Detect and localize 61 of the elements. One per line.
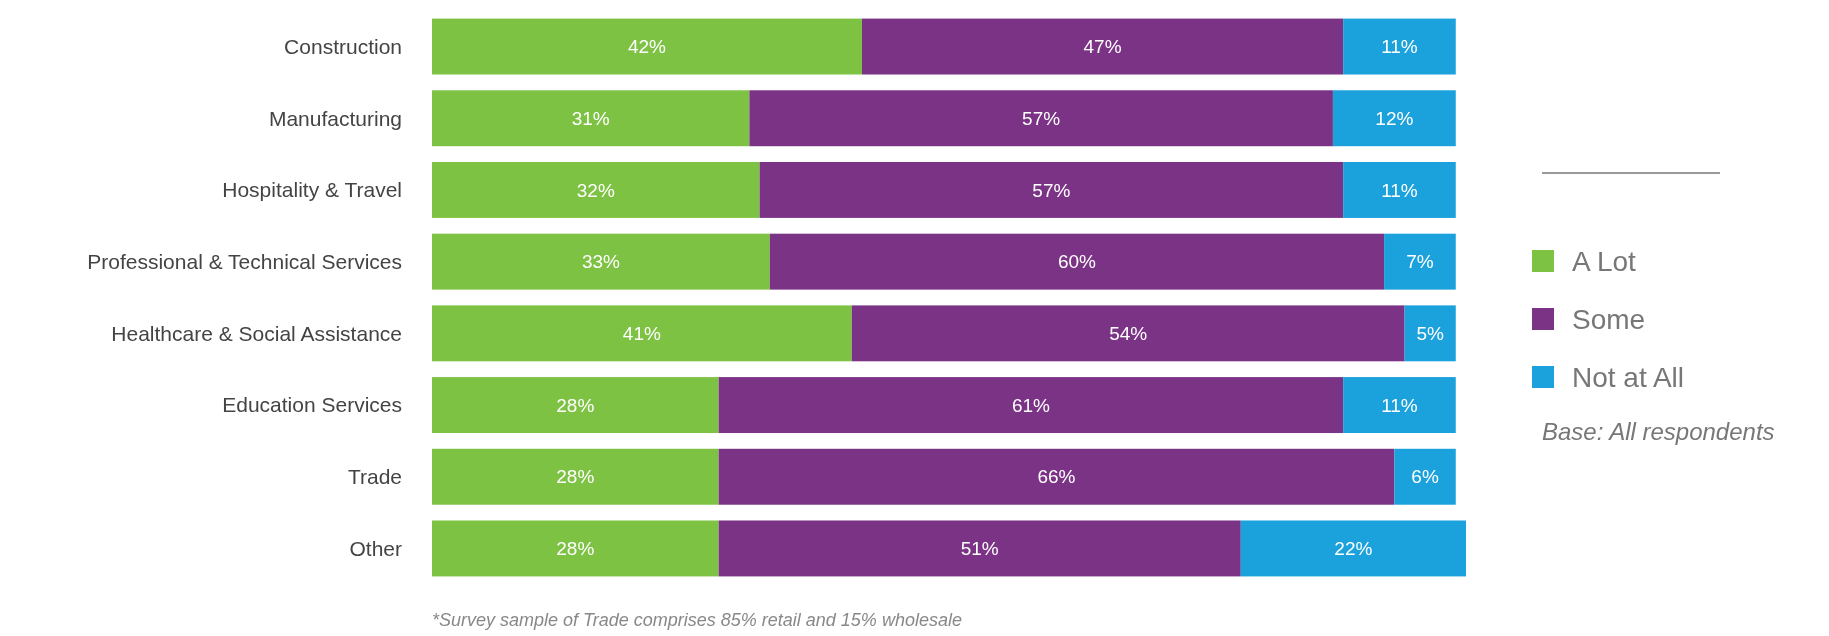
data-label: 33% bbox=[581, 251, 621, 273]
y-tick-label: Education Services bbox=[222, 393, 402, 417]
legend-label: Some bbox=[1572, 303, 1646, 335]
y-tick-label: Construction bbox=[284, 34, 402, 58]
data-label: 47% bbox=[1083, 36, 1122, 58]
data-label: 57% bbox=[1022, 107, 1061, 129]
y-tick-label: Other bbox=[349, 536, 402, 560]
data-label: 11% bbox=[1381, 179, 1418, 201]
bar bbox=[718, 377, 1344, 434]
data-label: 5% bbox=[1416, 323, 1444, 344]
bar bbox=[432, 90, 750, 147]
data-label: 32% bbox=[576, 179, 615, 201]
bar bbox=[432, 305, 852, 362]
bar bbox=[432, 161, 760, 218]
data-label: 31% bbox=[571, 107, 610, 129]
bar bbox=[1404, 305, 1456, 362]
data-label: 22% bbox=[1334, 538, 1373, 560]
bar bbox=[759, 161, 1344, 218]
data-label: 61% bbox=[1011, 394, 1051, 416]
bar bbox=[1394, 448, 1456, 505]
data-label: 7% bbox=[1406, 251, 1434, 273]
data-label: 57% bbox=[1032, 179, 1071, 201]
bar bbox=[432, 448, 719, 505]
legend-label: Not at All bbox=[1572, 361, 1685, 393]
data-label: 51% bbox=[960, 538, 999, 560]
bar bbox=[432, 377, 719, 434]
text: *Survey sample of Trade comprises 85% retail and 15% wholesale bbox=[432, 610, 962, 631]
data-label: 42% bbox=[627, 36, 667, 58]
data-label: 11% bbox=[1381, 36, 1418, 58]
bar bbox=[1240, 520, 1466, 577]
data-label: 66% bbox=[1037, 466, 1076, 488]
bar bbox=[432, 520, 719, 577]
bar bbox=[718, 448, 1395, 505]
bar bbox=[1384, 233, 1456, 290]
data-label: 11% bbox=[1381, 394, 1418, 416]
bar bbox=[1343, 18, 1456, 75]
bar bbox=[1343, 377, 1456, 434]
text: Base: All respondents bbox=[1542, 418, 1775, 446]
data-label: 54% bbox=[1109, 323, 1148, 344]
bar bbox=[1343, 161, 1456, 218]
y-tick-label: Manufacturing bbox=[268, 106, 402, 130]
data-label: 41% bbox=[622, 323, 661, 344]
y-tick-label: Hospitality & Travel bbox=[222, 178, 402, 202]
y-tick-label: Trade bbox=[347, 465, 402, 489]
data-label: 28% bbox=[556, 538, 595, 560]
data-label: 60% bbox=[1057, 251, 1097, 273]
data-label: 28% bbox=[556, 466, 595, 488]
bar bbox=[432, 233, 770, 290]
y-tick-label: Professional & Technical Services bbox=[87, 250, 402, 273]
bar bbox=[769, 233, 1385, 290]
legend-label: A Lot bbox=[1572, 245, 1637, 277]
bar bbox=[432, 18, 862, 75]
bar bbox=[718, 520, 1241, 577]
bar bbox=[1332, 90, 1456, 147]
bar bbox=[851, 305, 1405, 362]
y-tick-label: Healthcare & Social Assistance bbox=[111, 321, 402, 345]
data-label: 12% bbox=[1375, 107, 1414, 129]
bar bbox=[861, 18, 1344, 75]
data-label: 28% bbox=[556, 394, 595, 416]
bar bbox=[749, 90, 1333, 147]
data-label: 6% bbox=[1411, 466, 1439, 488]
